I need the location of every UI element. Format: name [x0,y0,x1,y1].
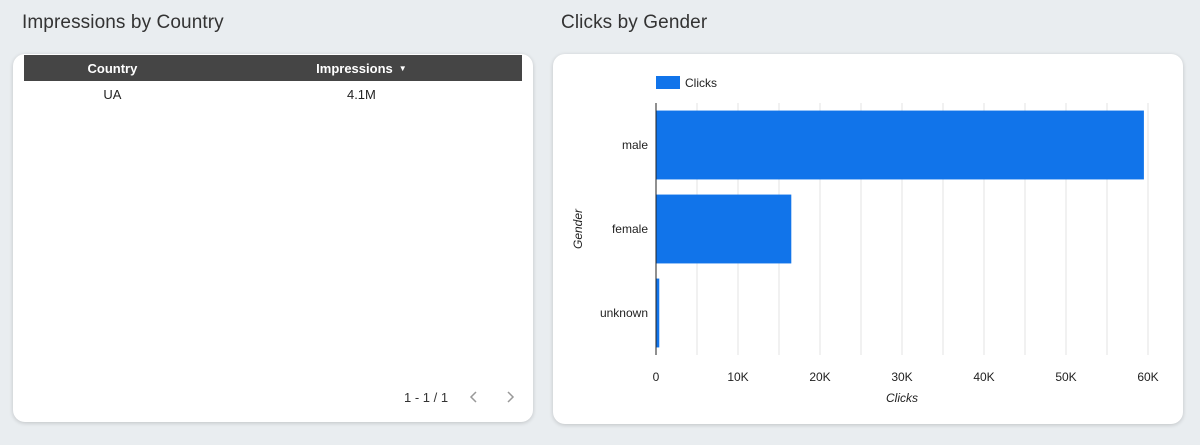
bar-female [656,194,792,264]
previous-page-button[interactable] [464,387,484,407]
y-tick-label: male [622,138,648,152]
pagination-range: 1 - 1 / 1 [404,389,449,405]
chart-svg: male female unknown 0 10K 20K 30K 40K 50K 60K Clic… [571,76,1159,405]
clicks-by-gender-chart: male female unknown 0 10K 20K 30K 40K 50K 60K Clic… [553,54,1183,429]
x-tick-label: 60K [1137,370,1158,384]
chevron-right-icon [507,391,515,403]
table-row: UA 4.1M [24,81,522,107]
x-tick-label: 10K [727,370,748,384]
country-header-label: Country [87,60,138,76]
bar-male [656,110,1144,180]
y-tick-label: unknown [600,306,648,320]
legend-label: Clicks [685,76,717,90]
impressions-panel-title: Impressions by Country [22,12,224,33]
x-tick-label: 20K [809,370,830,384]
bar-unknown [656,278,660,348]
impressions-table-card: Country Impressions ▼ UA 4.1M 1 - 1 / 1 [13,54,533,422]
country-cell: UA [103,86,122,102]
sort-descending-icon: ▼ [398,63,407,73]
impressions-header-label: Impressions [316,60,393,76]
x-tick-label: 50K [1055,370,1076,384]
x-tick-label: 30K [891,370,912,384]
x-tick-label: 40K [973,370,994,384]
impressions-cell: 4.1M [346,86,376,102]
country-column-header[interactable]: Country [24,55,201,81]
clicks-panel-title: Clicks by Gender [561,12,708,33]
impressions-table: Country Impressions ▼ UA 4.1M [24,55,522,107]
legend-swatch [656,76,680,89]
next-page-button[interactable] [500,387,520,407]
clicks-chart-card: male female unknown 0 10K 20K 30K 40K 50K 60K Clic… [553,54,1183,424]
y-axis-title: Gender [571,208,585,249]
x-tick-label: 0 [653,370,660,384]
table-header-row: Country Impressions ▼ [24,55,522,81]
x-axis-title: Clicks [886,391,918,405]
y-tick-label: female [612,222,648,236]
pagination: 1 - 1 / 1 [404,387,520,407]
chevron-left-icon [470,391,477,403]
impressions-column-header[interactable]: Impressions ▼ [201,55,522,81]
